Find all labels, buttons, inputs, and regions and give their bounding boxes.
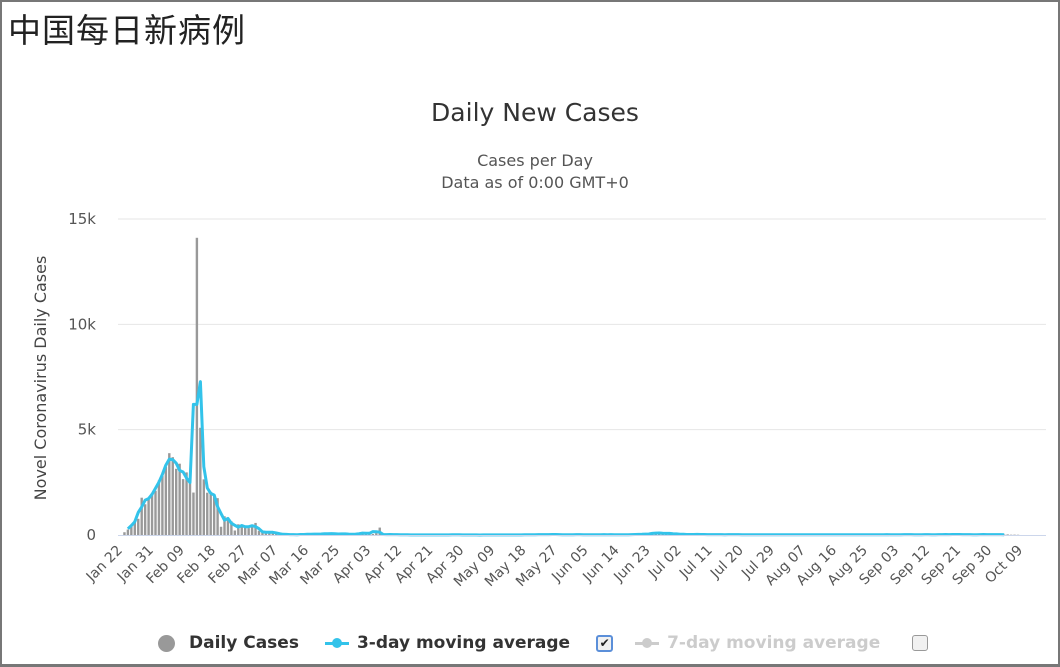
- daily-cases-bars[interactable]: [123, 237, 1020, 536]
- legend-label: 3-day moving average: [356, 633, 571, 653]
- legend: Daily Cases 3-day moving average ✔ 7-day…: [158, 630, 950, 656]
- y-axis-label: Novel Coronavirus Daily Cases: [31, 256, 50, 501]
- svg-text:Jul 02: Jul 02: [645, 543, 685, 583]
- chart-title: Daily New Cases: [431, 98, 639, 127]
- circle-marker-icon: [158, 634, 175, 652]
- page-title: 中国每日新病例: [8, 11, 246, 50]
- svg-text:Jul 20: Jul 20: [707, 543, 747, 583]
- svg-text:10k: 10k: [68, 315, 96, 333]
- legend-item-3day-average[interactable]: 3-day moving average: [324, 633, 571, 653]
- svg-text:15k: 15k: [68, 210, 96, 228]
- line-marker-icon: [635, 637, 660, 649]
- y-axis-ticks: 0 5k 10k 15k: [68, 210, 96, 544]
- svg-text:0: 0: [86, 526, 96, 544]
- line-marker-icon: [324, 637, 349, 649]
- chart-subtitle-line2: Data as of 0:00 GMT+0: [441, 173, 629, 192]
- svg-text:5k: 5k: [78, 421, 97, 439]
- three-day-average-line[interactable]: [126, 380, 1005, 537]
- chart-subtitle-line1: Cases per Day: [477, 151, 593, 170]
- 3day-average-checkbox[interactable]: ✔: [596, 634, 614, 652]
- chart-subtitle: Cases per Day Data as of 0:00 GMT+0: [0, 150, 1060, 194]
- gridlines: [118, 218, 1046, 431]
- legend-item-daily-cases[interactable]: Daily Cases: [158, 633, 299, 653]
- checkmark-icon: ✔: [599, 636, 610, 650]
- legend-label: 7-day moving average: [667, 633, 881, 653]
- svg-text:Jul 11: Jul 11: [676, 543, 716, 583]
- legend-item-7day-average[interactable]: 7-day moving average: [635, 633, 880, 653]
- legend-label: Daily Cases: [189, 633, 299, 653]
- 7day-average-checkbox[interactable]: [912, 635, 929, 651]
